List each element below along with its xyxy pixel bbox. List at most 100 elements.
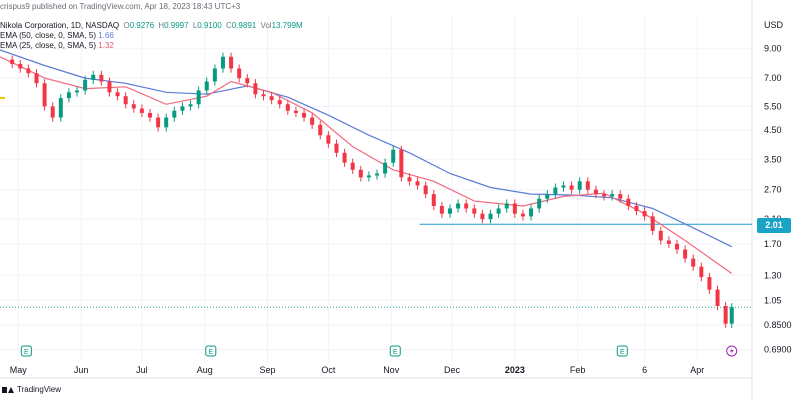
ema50-value: 1.66 [98,31,114,40]
symbol-name: Nikola Corporation, 1D, NASDAQ [0,21,120,30]
candle-body [439,205,444,214]
candle-body [602,194,607,197]
earnings-marker-glyph: E [393,349,398,356]
y-tick-label: 5.50 [764,101,782,111]
x-tick-label: Apr [690,365,704,375]
candle-body [204,81,209,91]
candle-body [707,277,712,290]
y-tick-label: 9.00 [764,44,782,54]
earnings-marker-icon [389,345,401,357]
y-tick-label: 1.05 [764,295,782,305]
y-tick-label: 0.6900 [764,344,792,354]
candle-body [480,213,485,220]
candle-body [66,92,71,99]
candle-body [464,203,469,209]
candle-body [139,108,144,113]
candle-body [261,94,266,97]
candle-body [18,63,23,69]
earnings-marker-glyph: E [24,349,29,356]
candle-body [358,169,363,178]
candle-body [75,90,80,93]
candle-body [180,106,185,111]
candle-body [99,74,104,82]
price-axis[interactable]: 9.007.005.504.503.502.702.101.701.301.05… [764,44,792,355]
ema25-legend[interactable]: EMA (25, close, 0, SMA, 5) 1.32 [0,41,114,51]
ema25-label: EMA (25, close, 0, SMA, 5) [0,41,97,50]
time-axis[interactable]: May Jun Jul Aug Sep Oct Nov Dec 2023 Feb 6 Apr [10,365,705,375]
candle-body [83,79,88,91]
candle-body [229,56,234,69]
candle-body [42,83,47,107]
candle-body [293,110,298,113]
candle-body [699,266,704,278]
candle-body [683,249,688,259]
candle-body [91,74,96,80]
candle-body [658,230,663,241]
ema50-label: EMA (50, close, 0, SMA, 5) [0,31,97,40]
candle-body [520,213,525,217]
footer-brand[interactable]: TradingView [2,385,61,394]
x-tick-label: Jul [136,365,148,375]
candle-body [626,198,631,206]
candle-body [610,194,615,197]
candle-body [456,203,461,209]
ema50-legend[interactable]: EMA (50, close, 0, SMA, 5) 1.66 [0,31,114,41]
support-price-badge: 2.01 [757,218,791,233]
published-note: crispus9 published on TradingView.com, A… [0,2,241,11]
candle-body [34,73,39,84]
currency-label: USD [764,20,784,30]
earnings-marker-icon [20,345,32,357]
candle-body [10,59,15,64]
y-tick-label: 1.70 [764,239,782,249]
candle-body [423,185,428,195]
x-tick-label: Sep [260,365,276,375]
candle-body [50,106,55,118]
x-tick-label: Aug [197,365,213,375]
candle-body [529,208,534,217]
candle-body [650,216,655,231]
x-tick-label: 6 [642,365,647,375]
tradingview-logo-icon [2,386,14,394]
candle-body [188,104,193,107]
x-tick-label: Jun [74,365,89,375]
candle-body [212,68,217,82]
high-value: 0.9997 [164,21,189,30]
candle-body [164,117,169,128]
y-tick-label: 2.70 [764,185,782,195]
candle-body [383,162,388,174]
y-tick-label: 3.50 [764,154,782,164]
y-tick-label: 0.8500 [764,320,792,330]
candle-body [642,211,647,217]
candle-body [147,112,152,118]
candle-body [512,203,517,214]
candle-body [220,56,225,69]
candlesticks [10,52,734,328]
candle-body [723,306,728,324]
bolt-icon [729,347,734,355]
candle-body [156,117,161,128]
candle-body [504,203,509,209]
low-label: L [192,21,198,30]
candle-body [285,104,290,111]
candle-body [115,92,120,97]
candle-body [196,90,201,105]
candle-body [391,149,396,163]
ema25-value: 1.32 [98,41,114,50]
candle-body [269,96,274,101]
volume-label: Vol [260,21,272,30]
candle-body [585,181,590,190]
candle-body [310,117,315,125]
candle-body [326,135,331,144]
candle-body [375,173,380,176]
candle-body [691,258,696,267]
x-tick-label: Feb [570,365,586,375]
candle-body [350,162,355,170]
candle-body [318,124,323,136]
candle-body [302,112,307,118]
candle-body [472,208,477,214]
low-value: 0.9100 [197,21,222,30]
candle-body [447,208,452,214]
candle-body [342,152,347,163]
candle-body [26,68,31,74]
